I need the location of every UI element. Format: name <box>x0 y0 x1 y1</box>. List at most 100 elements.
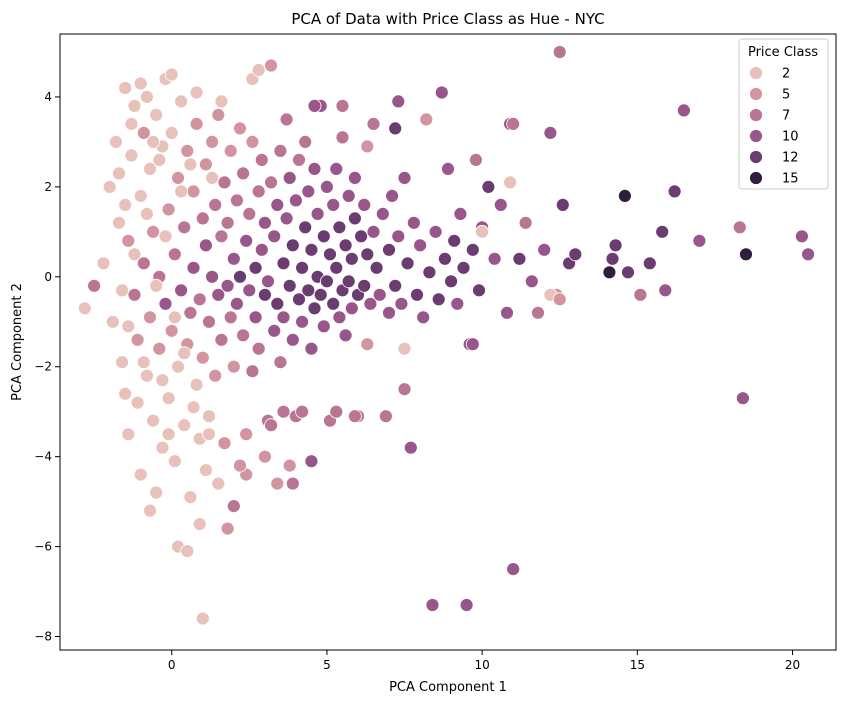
data-point <box>205 170 220 185</box>
data-point <box>319 274 334 289</box>
data-point <box>192 292 207 307</box>
data-point <box>155 440 170 455</box>
data-point <box>360 139 375 154</box>
data-point <box>189 85 204 100</box>
data-point <box>226 359 241 374</box>
data-point <box>167 310 182 325</box>
data-point <box>413 238 428 253</box>
data-point <box>180 544 195 558</box>
data-point <box>105 314 120 329</box>
data-point <box>158 229 173 244</box>
data-point <box>226 499 241 514</box>
data-point <box>77 301 92 316</box>
data-point <box>292 292 306 307</box>
data-point <box>667 184 682 199</box>
data-point <box>344 301 359 316</box>
data-point <box>313 287 328 302</box>
data-point <box>677 103 691 118</box>
data-point <box>568 247 583 262</box>
data-point <box>276 256 291 271</box>
data-point <box>226 251 241 266</box>
data-point <box>149 278 164 293</box>
data-point <box>242 206 257 221</box>
data-point <box>323 247 337 262</box>
data-point <box>96 256 111 271</box>
data-point <box>149 485 164 500</box>
data-point <box>465 337 480 352</box>
data-point <box>621 265 635 280</box>
data-point <box>198 157 213 172</box>
data-point <box>282 170 297 185</box>
data-point <box>254 152 269 167</box>
y-axis-ticks: −8 −6 −4 −2 0 2 4 <box>34 90 60 644</box>
data-point <box>242 283 257 298</box>
data-point <box>239 233 254 248</box>
data-point <box>195 350 210 365</box>
data-point <box>801 247 815 262</box>
data-point <box>171 170 185 185</box>
data-point <box>406 215 421 230</box>
data-point <box>385 188 400 203</box>
legend-entries: 2 5 7 10 12 15 <box>749 66 799 187</box>
data-point <box>279 112 294 127</box>
data-point <box>205 134 220 149</box>
data-point <box>326 197 341 212</box>
data-point <box>124 117 139 131</box>
data-point <box>180 143 195 158</box>
data-point <box>360 337 375 352</box>
data-point <box>251 341 266 356</box>
y-tick-label: 2 <box>44 180 52 194</box>
data-point <box>115 355 129 370</box>
legend-label: 10 <box>782 130 799 145</box>
data-point <box>208 368 223 383</box>
legend-marker <box>749 129 763 143</box>
data-point <box>341 274 356 289</box>
y-axis-label: PCA Component 2 <box>10 283 25 401</box>
data-point <box>136 355 151 370</box>
data-point <box>223 310 238 325</box>
data-point <box>139 206 154 221</box>
data-point <box>136 125 151 140</box>
data-point <box>174 283 189 298</box>
data-point <box>183 305 198 320</box>
data-point <box>192 517 207 531</box>
x-axis-label: PCA Component 1 <box>389 680 507 695</box>
data-point <box>310 206 325 221</box>
data-point <box>391 94 406 109</box>
y-tick-label: 0 <box>44 270 52 284</box>
data-point <box>295 260 310 275</box>
data-point <box>161 391 176 406</box>
data-point <box>552 45 567 59</box>
data-point <box>267 229 282 244</box>
legend-label: 7 <box>782 109 790 124</box>
data-point <box>475 224 490 239</box>
x-tick-label: 0 <box>168 658 176 672</box>
data-point <box>152 152 167 167</box>
data-point <box>164 323 179 338</box>
data-point <box>391 229 406 244</box>
data-point <box>319 179 334 194</box>
y-tick-label: −6 <box>34 540 52 554</box>
legend-marker <box>749 150 763 164</box>
data-point <box>282 278 297 293</box>
data-point <box>304 242 319 257</box>
data-point <box>472 283 486 298</box>
data-point <box>295 404 310 419</box>
data-point <box>332 220 347 235</box>
data-point <box>257 287 272 302</box>
data-point <box>205 269 220 284</box>
data-point <box>189 377 204 392</box>
data-point <box>506 562 521 576</box>
data-point <box>360 247 375 262</box>
legend-label: 2 <box>782 67 790 82</box>
data-point <box>264 175 279 190</box>
x-tick-label: 10 <box>475 658 490 672</box>
data-point <box>298 220 313 235</box>
data-point <box>347 409 362 424</box>
data-point <box>394 296 409 311</box>
data-point <box>112 166 126 181</box>
legend-label: 5 <box>782 88 790 103</box>
data-point <box>202 409 216 424</box>
data-point <box>158 296 173 311</box>
data-point <box>130 395 145 410</box>
